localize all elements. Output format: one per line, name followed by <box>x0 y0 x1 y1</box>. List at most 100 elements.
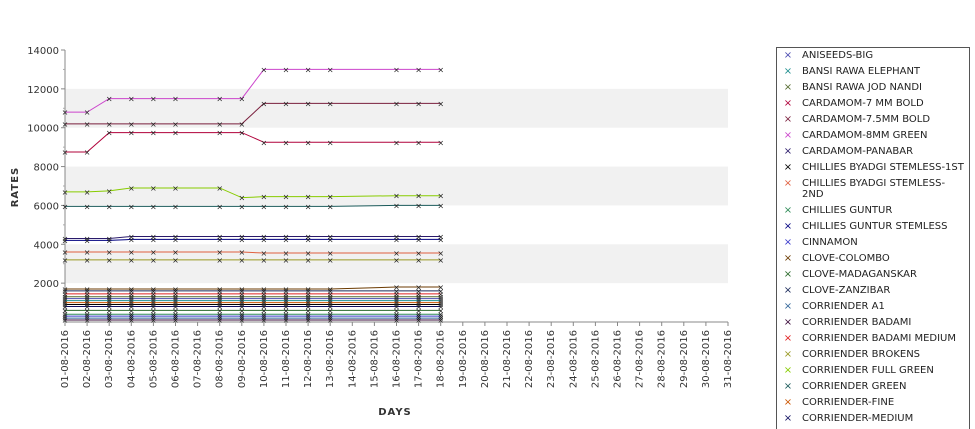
x-tick-label: 17-08-2016 <box>414 330 425 388</box>
series-point-marker: × <box>128 290 135 299</box>
series-point-marker: × <box>393 314 400 323</box>
legend-label: CLOVE-COLOMBO <box>802 253 890 264</box>
x-axis: 01-08-2016 02-08-2016 03-08-2016 04-08-2016… <box>60 321 734 388</box>
y-axis-title: RATES <box>10 167 21 208</box>
series-point-marker: × <box>172 312 179 321</box>
legend-item: × CARDAMOM-8MM GREEN <box>777 128 969 144</box>
legend-label: CORRIENDER-FINE <box>802 397 895 408</box>
series-point-marker: × <box>84 297 91 306</box>
series-point-marker: × <box>261 295 268 304</box>
series-point-marker: × <box>150 312 157 321</box>
series-point-marker: × <box>84 236 91 245</box>
series-point-marker: × <box>128 202 135 211</box>
series-point-marker: × <box>437 316 444 325</box>
series-point-marker: × <box>415 235 422 244</box>
series-point-marker: × <box>84 312 91 321</box>
series-point-marker: × <box>305 290 312 299</box>
series-point-marker: × <box>62 202 69 211</box>
series-point-marker: × <box>327 202 334 211</box>
legend-item: × CLOVE-MADAGANSKAR <box>777 267 969 283</box>
series-point-marker: × <box>327 65 334 74</box>
series-point-marker: × <box>305 314 312 323</box>
series-point-marker: × <box>62 287 69 296</box>
legend-item: × CORRIENDER BROKENS <box>777 347 969 363</box>
series-point-marker: × <box>437 235 444 244</box>
legend-item: × CLOVE-COLOMBO <box>777 251 969 267</box>
series-point-marker: × <box>106 236 113 245</box>
series-point-marker: × <box>238 194 245 203</box>
series-point-marker: × <box>128 248 135 257</box>
series-group: × × × × × × × × × × × × × × × <box>62 129 444 157</box>
series-point-marker: × <box>261 306 268 315</box>
series-point-marker: × <box>261 249 268 258</box>
series-point-marker: × <box>84 310 91 319</box>
legend-item: × CHILLIES GUNTUR STEMLESS <box>777 219 969 235</box>
series-point-marker: × <box>84 302 91 311</box>
series-point-marker: × <box>106 234 113 243</box>
series-group: × × × × × × × × × × × × × × × <box>62 310 444 319</box>
series-point-marker: × <box>62 148 69 157</box>
series-point-marker: × <box>437 99 444 108</box>
series-point-marker: × <box>261 287 268 296</box>
series-point-marker: × <box>238 310 245 319</box>
series-point-marker: × <box>128 302 135 311</box>
series-point-marker: × <box>437 299 444 308</box>
series-point-marker: × <box>305 297 312 306</box>
series-point-marker: × <box>437 312 444 321</box>
series-point-marker: × <box>261 290 268 299</box>
series-point-marker: × <box>216 306 223 315</box>
series-point-marker: × <box>238 248 245 257</box>
series-point-marker: × <box>393 316 400 325</box>
series-point-marker: × <box>283 138 290 147</box>
x-tick-label: 03-08-2016 <box>104 330 115 388</box>
legend-marker-icon: × <box>783 162 793 173</box>
series-point-marker: × <box>327 249 334 258</box>
series-point-marker: × <box>128 295 135 304</box>
series-point-marker: × <box>216 202 223 211</box>
series-point-marker: × <box>150 95 157 104</box>
series-point-marker: × <box>62 108 69 117</box>
x-tick-label: 20-08-2016 <box>480 330 491 388</box>
legend-item: × CORRIENDER-MEDIUM <box>777 411 969 427</box>
series-point-marker: × <box>415 312 422 321</box>
series-point-marker: × <box>437 249 444 258</box>
series-point-marker: × <box>106 312 113 321</box>
x-tick-label: 23-08-2016 <box>546 330 557 388</box>
legend-label: CORRIENDER BROKENS <box>802 349 921 360</box>
series-point-marker: × <box>305 202 312 211</box>
series-point-marker: × <box>238 290 245 299</box>
legend-item: × CHILLIES BYADGI STEMLESS-2ND <box>777 176 969 203</box>
series-point-marker: × <box>415 302 422 311</box>
series-point-marker: × <box>415 65 422 74</box>
series-point-marker: × <box>437 301 444 310</box>
series-group: × × × × × × × × × × × × × × × <box>62 306 444 315</box>
series-point-marker: × <box>437 310 444 319</box>
series-point-marker: × <box>437 314 444 323</box>
series-point-marker: × <box>415 138 422 147</box>
legend-label: CARDAMOM-PANABAR <box>802 146 914 157</box>
series-point-marker: × <box>305 299 312 308</box>
series-point-marker: × <box>305 302 312 311</box>
series-point-marker: × <box>305 310 312 319</box>
x-tick-label: 01-08-2016 <box>60 330 71 388</box>
series-group: × × × × × × × × × × × × × × × <box>62 316 444 325</box>
series-point-marker: × <box>128 306 135 315</box>
series-point-marker: × <box>327 312 334 321</box>
legend-marker-icon: × <box>783 301 793 312</box>
series-point-marker: × <box>216 301 223 310</box>
series-group: × × × × × × × × × × × × × × × <box>62 99 444 128</box>
legend-marker-icon: × <box>783 381 793 392</box>
series-point-marker: × <box>238 120 245 129</box>
series-point-marker: × <box>150 184 157 193</box>
series-point-marker: × <box>437 65 444 74</box>
series-point-marker: × <box>327 256 334 265</box>
series-point-marker: × <box>261 256 268 265</box>
series-point-marker: × <box>62 312 69 321</box>
series-point-marker: × <box>172 316 179 325</box>
series-point-marker: × <box>84 301 91 310</box>
series-point-marker: × <box>393 235 400 244</box>
legend-marker-icon: × <box>783 82 793 93</box>
series-point-marker: × <box>172 306 179 315</box>
series-point-marker: × <box>84 290 91 299</box>
x-tick-label: 12-08-2016 <box>303 330 314 388</box>
